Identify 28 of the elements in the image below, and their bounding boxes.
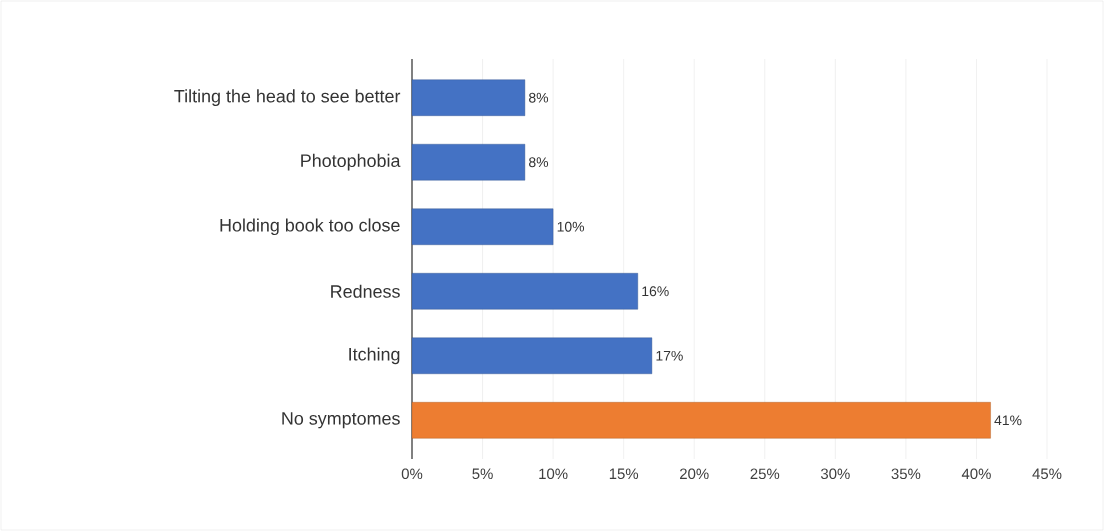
y-tick-label: Holding book too close (220, 218, 400, 236)
data-label: 17% (656, 350, 683, 361)
bar (411, 79, 526, 116)
bar (411, 273, 638, 310)
y-tick-label: Redness (331, 284, 400, 298)
x-tick-label: 45% (1032, 468, 1062, 480)
bar (411, 402, 991, 439)
bar (411, 208, 554, 245)
bar (411, 337, 653, 374)
x-tick-label: 15% (609, 468, 639, 480)
x-tick-label: 5% (472, 468, 493, 480)
y-tick-label: No symptomes (282, 412, 400, 429)
data-label: 16% (642, 286, 669, 297)
bar (411, 144, 526, 181)
data-label: 8% (529, 92, 549, 103)
y-tick-label: Photophobia (301, 153, 401, 171)
x-tick-label: 0% (401, 468, 423, 480)
x-tick-label: 20% (680, 468, 709, 480)
x-tick-label: 10% (539, 468, 568, 480)
x-tick-label: 35% (891, 468, 921, 480)
data-label: 8% (529, 157, 549, 168)
x-tick-label: 25% (750, 468, 780, 480)
x-tick-label: 30% (820, 468, 850, 480)
x-tick-label: 40% (961, 468, 991, 480)
data-label: 10% (557, 221, 585, 232)
data-label: 41% (994, 415, 1022, 426)
y-tick-label: Itching (349, 347, 400, 365)
y-tick-label: Tilting the head to see better (174, 89, 401, 107)
